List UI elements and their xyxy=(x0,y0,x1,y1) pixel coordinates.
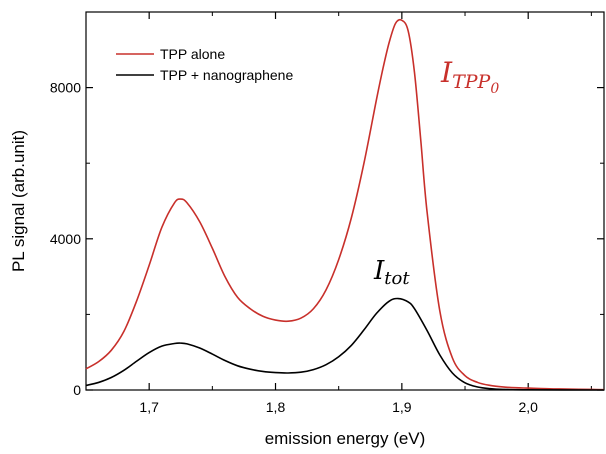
x-tick-labels: 1,7 1,8 1,9 2,0 xyxy=(139,399,538,415)
series-line-tpp-nanographene xyxy=(85,297,605,391)
x-tick-label: 1,8 xyxy=(266,399,286,415)
y-tick-label: 8000 xyxy=(50,80,81,96)
x-axis-title: emission energy (eV) xyxy=(265,429,426,448)
series-line-tpp-alone xyxy=(85,18,605,391)
y-tick-label: 0 xyxy=(73,382,81,398)
annotation-i-tot: Itot xyxy=(373,256,410,289)
series-layer xyxy=(85,18,605,391)
x-tick-label: 1,9 xyxy=(392,399,412,415)
y-tick-labels: 0 4000 8000 xyxy=(50,80,81,398)
y-axis-title: PL signal (arb.unit) xyxy=(9,130,28,272)
legend-label-tpp-alone: TPP alone xyxy=(160,46,225,62)
x-tick-label: 1,7 xyxy=(139,399,159,415)
x-tick-label: 2,0 xyxy=(518,399,538,415)
legend-label-tpp-nanographene: TPP + nanographene xyxy=(160,67,293,83)
legend: TPP alone TPP + nanographene xyxy=(116,46,293,83)
y-tick-label: 4000 xyxy=(50,231,81,247)
annotation-i-tpp0: ITPP0 xyxy=(440,56,499,97)
plot-frame xyxy=(85,11,605,391)
